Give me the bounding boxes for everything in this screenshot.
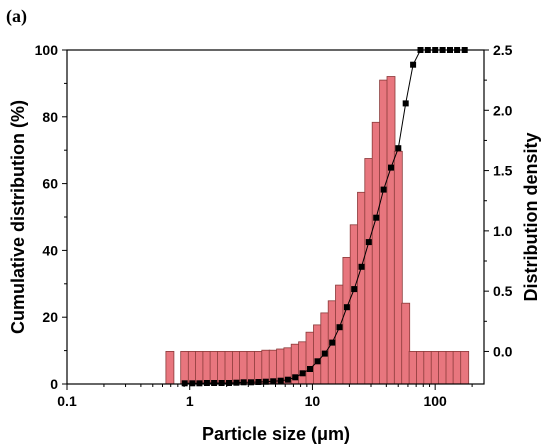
y-right-tick-label: 1.0 [493, 223, 513, 239]
cumulative-point [307, 366, 313, 372]
y-right-tick-label: 0.5 [493, 283, 513, 299]
cumulative-point [226, 380, 232, 386]
x-axis-title: Particle size (μm) [202, 424, 350, 444]
cumulative-point [314, 358, 321, 365]
cumulative-point [277, 377, 284, 384]
y-left-tick-label: 100 [35, 42, 59, 58]
density-bar [342, 256, 352, 385]
density-bar [423, 350, 433, 385]
density-bar [224, 350, 234, 385]
x-tick-label: 10 [305, 393, 321, 409]
cumulative-point [255, 379, 262, 385]
density-bar [452, 350, 462, 385]
cumulative-point [240, 379, 247, 386]
y-left-tick-label: 20 [42, 309, 58, 325]
density-bar [401, 302, 411, 385]
density-bar [371, 121, 381, 385]
cumulative-point [218, 380, 225, 386]
cumulative-point [321, 350, 328, 357]
density-bar [194, 350, 204, 385]
cumulative-point [270, 378, 277, 385]
density-bar [239, 350, 249, 385]
y-right-axis-ticks: 0.0 0.5 1.0 1.5 2.0 2.5 [484, 42, 513, 359]
cumulative-point [343, 304, 350, 311]
density-bar [202, 350, 212, 385]
density-bar [320, 312, 330, 385]
y-left-tick-label: 80 [42, 109, 58, 125]
cumulative-point [292, 374, 299, 381]
density-bar [357, 191, 366, 385]
density-bar [416, 350, 425, 385]
cumulative-point [299, 370, 306, 377]
cumulative-point [262, 378, 269, 385]
cumulative-point [380, 186, 387, 193]
cumulative-point [365, 239, 372, 246]
density-bar [165, 350, 175, 385]
density-bar [217, 350, 227, 385]
cumulative-point [248, 379, 254, 386]
x-tick-label: 100 [423, 393, 447, 409]
panel-label: (a) [6, 6, 27, 27]
density-bar [364, 158, 374, 385]
bars-layer [165, 76, 470, 385]
y-left-tick-label: 40 [42, 242, 58, 258]
density-bar [180, 350, 190, 385]
density-bar [298, 341, 308, 385]
y-right-tick-label: 2.0 [493, 102, 513, 118]
density-bar [438, 350, 448, 385]
density-bar [408, 350, 418, 385]
x-tick-label: 0.1 [57, 393, 77, 409]
cumulative-point [388, 164, 394, 171]
cumulative-point [189, 380, 196, 387]
cumulative-point [196, 380, 203, 387]
x-axis-ticks: 0.1 1 10 100 [57, 384, 473, 409]
density-bar [209, 350, 219, 385]
plot-frame [66, 49, 485, 385]
cumulative-point [203, 380, 210, 386]
density-bar [430, 350, 440, 385]
y-left-axis-title: Cumulative distribution (%) [8, 100, 28, 334]
y-right-axis-title: Distribution density [521, 132, 541, 301]
x-tick-label: 1 [186, 393, 194, 409]
cumulative-point [233, 379, 240, 386]
cumulative-point [336, 324, 343, 331]
density-bar [393, 150, 403, 385]
y-left-axis-ticks: 0 20 40 60 80 100 [35, 42, 67, 392]
cumulative-point [410, 61, 417, 68]
cumulative-point [395, 145, 402, 152]
density-bar [460, 350, 470, 385]
density-bar [386, 76, 396, 385]
density-bar [379, 79, 389, 385]
cumulative-point [329, 339, 336, 346]
cumulative-point [351, 286, 358, 293]
y-right-tick-label: 1.5 [493, 163, 513, 179]
density-bar [305, 331, 315, 385]
cumulative-point [373, 214, 380, 221]
density-bar [313, 324, 322, 385]
cumulative-point [402, 100, 409, 107]
cumulative-point [358, 263, 365, 270]
y-left-tick-label: 0 [50, 376, 58, 392]
density-bar [335, 284, 344, 385]
y-right-tick-label: 0.0 [493, 343, 513, 359]
cumulative-point [211, 380, 218, 386]
density-bar [246, 350, 256, 385]
density-bar [231, 350, 241, 385]
density-bar [349, 224, 359, 385]
cumulative-point [284, 376, 291, 383]
cumulative-point [181, 380, 188, 387]
y-right-tick-label: 2.5 [493, 42, 513, 58]
y-left-tick-label: 60 [42, 176, 58, 192]
